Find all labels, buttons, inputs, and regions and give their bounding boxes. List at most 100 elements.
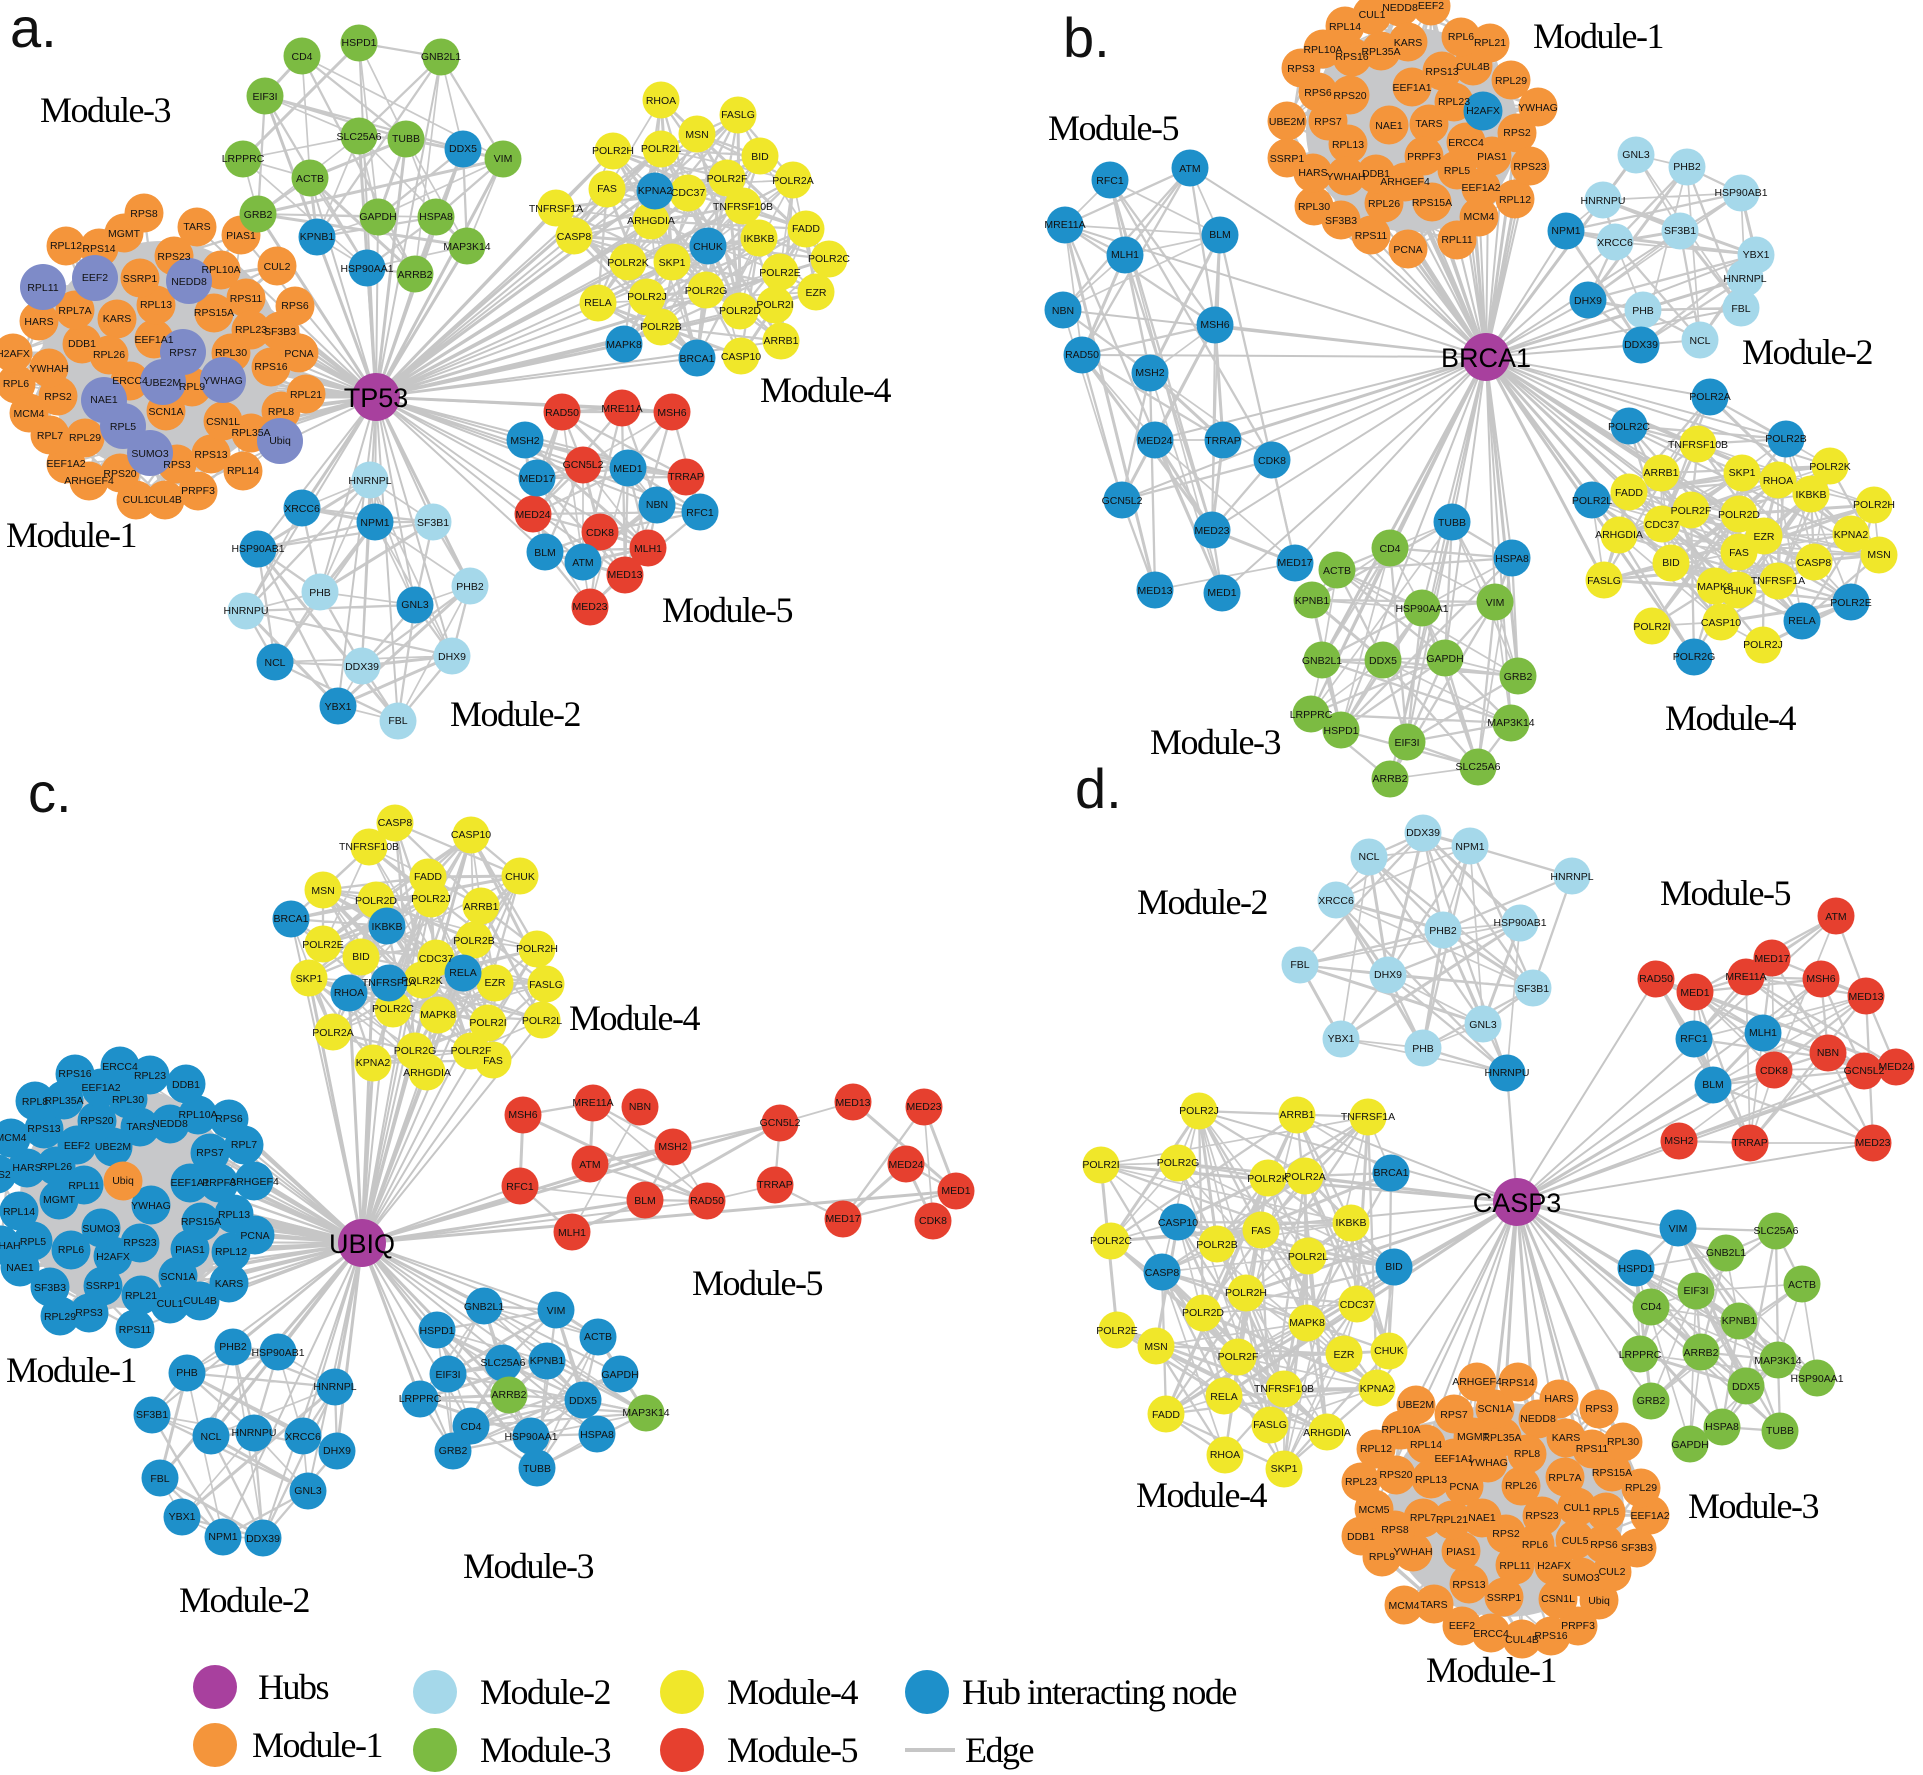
- svg-text:Hub interacting node: Hub interacting node: [962, 1672, 1236, 1712]
- svg-text:LRPPRC: LRPPRC: [222, 153, 265, 165]
- svg-text:PCNA: PCNA: [240, 1230, 269, 1242]
- svg-text:RPL9: RPL9: [1369, 1551, 1395, 1563]
- svg-text:YWHAH: YWHAH: [29, 363, 68, 375]
- svg-text:RPL11: RPL11: [27, 282, 58, 294]
- svg-text:RPL21: RPL21: [290, 389, 322, 401]
- svg-text:Module-1: Module-1: [6, 1350, 136, 1390]
- svg-text:GCN5L2: GCN5L2: [1844, 1065, 1885, 1077]
- svg-text:CUL1: CUL1: [1564, 1502, 1591, 1514]
- svg-text:FAS: FAS: [1251, 1225, 1271, 1237]
- svg-text:Module-3: Module-3: [1688, 1486, 1818, 1526]
- svg-text:RPS7: RPS7: [169, 347, 197, 359]
- svg-text:GCN5L2: GCN5L2: [563, 459, 604, 471]
- svg-text:YWHAH: YWHAH: [1393, 1546, 1432, 1558]
- svg-text:DDX39: DDX39: [246, 1533, 280, 1545]
- svg-text:BRCA1: BRCA1: [273, 913, 308, 925]
- svg-text:MED24: MED24: [1137, 435, 1172, 447]
- svg-text:RPL5: RPL5: [1444, 165, 1470, 177]
- svg-text:POLR2J: POLR2J: [627, 291, 667, 303]
- svg-text:PIAS1: PIAS1: [1477, 151, 1507, 163]
- svg-text:ARHGDIA: ARHGDIA: [403, 1067, 451, 1079]
- svg-text:TUBB: TUBB: [1438, 517, 1466, 529]
- svg-text:GNB2L1: GNB2L1: [1302, 655, 1342, 667]
- svg-text:DHX9: DHX9: [438, 651, 466, 663]
- svg-text:XRCC6: XRCC6: [1318, 895, 1354, 907]
- svg-text:TARS: TARS: [1415, 118, 1442, 130]
- svg-text:KARS: KARS: [1394, 37, 1423, 49]
- svg-text:EEF1A1: EEF1A1: [1434, 1453, 1473, 1465]
- svg-text:KPNA2: KPNA2: [1834, 529, 1869, 541]
- svg-text:RPL6: RPL6: [1448, 31, 1474, 43]
- svg-text:Module-4: Module-4: [1136, 1475, 1267, 1515]
- svg-text:SLC25A6: SLC25A6: [337, 131, 382, 143]
- svg-text:MED13: MED13: [835, 1097, 870, 1109]
- svg-text:RPS13: RPS13: [194, 449, 227, 461]
- svg-text:BLM: BLM: [634, 1195, 656, 1207]
- svg-text:ARHGEF4: ARHGEF4: [1452, 1376, 1502, 1388]
- svg-text:ARRB1: ARRB1: [463, 901, 498, 913]
- svg-text:HARS: HARS: [12, 1162, 41, 1174]
- svg-text:BID: BID: [1385, 1261, 1403, 1273]
- svg-text:SSRP1: SSRP1: [1270, 153, 1305, 165]
- svg-text:UBE2M: UBE2M: [1269, 116, 1305, 128]
- svg-text:VIM: VIM: [1669, 1223, 1688, 1235]
- svg-text:SF3B1: SF3B1: [417, 517, 449, 529]
- svg-text:FAS: FAS: [483, 1055, 503, 1067]
- svg-text:NPM1: NPM1: [1551, 225, 1580, 237]
- svg-text:BRCA1: BRCA1: [679, 353, 714, 365]
- svg-text:IKBKB: IKBKB: [1336, 1217, 1367, 1229]
- svg-text:CD4: CD4: [291, 51, 312, 63]
- svg-text:MAPK8: MAPK8: [420, 1009, 456, 1021]
- svg-text:GNL3: GNL3: [401, 599, 429, 611]
- svg-text:HNRNPL: HNRNPL: [1723, 273, 1766, 285]
- svg-text:FADD: FADD: [1152, 1409, 1180, 1421]
- svg-text:RPL26: RPL26: [1505, 1480, 1537, 1492]
- svg-text:SF3B3: SF3B3: [34, 1282, 66, 1294]
- svg-text:POLR2D: POLR2D: [355, 895, 397, 907]
- svg-text:PRPF3: PRPF3: [202, 1177, 236, 1189]
- svg-text:RAD50: RAD50: [1639, 973, 1673, 985]
- svg-text:HSPA8: HSPA8: [1495, 553, 1529, 565]
- svg-text:RPL13: RPL13: [218, 1209, 250, 1221]
- svg-text:RPS2: RPS2: [0, 1169, 11, 1181]
- svg-text:UBE2M: UBE2M: [145, 377, 181, 389]
- svg-text:MED23: MED23: [1194, 525, 1229, 537]
- svg-text:PRPF3: PRPF3: [1561, 1620, 1595, 1632]
- svg-text:DDX5: DDX5: [449, 143, 477, 155]
- svg-text:FASLG: FASLG: [1587, 575, 1621, 587]
- svg-text:TNFRSF1A: TNFRSF1A: [529, 203, 583, 215]
- svg-text:TARS: TARS: [1420, 1599, 1447, 1611]
- svg-text:RPL21: RPL21: [125, 1290, 157, 1302]
- svg-text:RPL14: RPL14: [3, 1206, 35, 1218]
- svg-text:RPS20: RPS20: [1333, 90, 1366, 102]
- svg-text:CHUK: CHUK: [1723, 585, 1753, 597]
- svg-text:MAPK8: MAPK8: [1697, 581, 1733, 593]
- svg-text:MED1: MED1: [613, 463, 642, 475]
- svg-text:RPL14: RPL14: [227, 465, 259, 477]
- svg-text:RPL29: RPL29: [1495, 75, 1527, 87]
- svg-text:PHB2: PHB2: [456, 581, 484, 593]
- svg-text:MRE11A: MRE11A: [601, 403, 642, 415]
- svg-text:SLC25A6: SLC25A6: [481, 1357, 526, 1369]
- svg-text:Module-3: Module-3: [463, 1546, 593, 1586]
- svg-text:TNFRSF10B: TNFRSF10B: [1668, 439, 1728, 451]
- svg-text:SCN1A: SCN1A: [160, 1271, 195, 1283]
- svg-text:CDK8: CDK8: [1258, 455, 1286, 467]
- svg-text:POLR2H: POLR2H: [592, 145, 634, 157]
- svg-text:NBN: NBN: [1052, 305, 1074, 317]
- svg-text:RPL8: RPL8: [22, 1096, 48, 1108]
- svg-text:CDK8: CDK8: [919, 1215, 947, 1227]
- svg-text:CUL1: CUL1: [1359, 9, 1386, 21]
- svg-text:ARRB2: ARRB2: [1683, 1347, 1718, 1359]
- svg-text:ARRB1: ARRB1: [1643, 467, 1678, 479]
- svg-text:MGMT: MGMT: [43, 1194, 76, 1206]
- svg-text:Module-2: Module-2: [179, 1580, 309, 1620]
- svg-text:CUL1: CUL1: [157, 1298, 184, 1310]
- svg-text:MED23: MED23: [1855, 1137, 1890, 1149]
- svg-text:CASP10: CASP10: [1701, 617, 1741, 629]
- svg-text:RPL13: RPL13: [1332, 139, 1364, 151]
- svg-text:DDX5: DDX5: [569, 1395, 597, 1407]
- svg-text:NAE1: NAE1: [90, 394, 118, 406]
- svg-text:MLH1: MLH1: [558, 1227, 586, 1239]
- svg-text:Module-3: Module-3: [480, 1730, 610, 1770]
